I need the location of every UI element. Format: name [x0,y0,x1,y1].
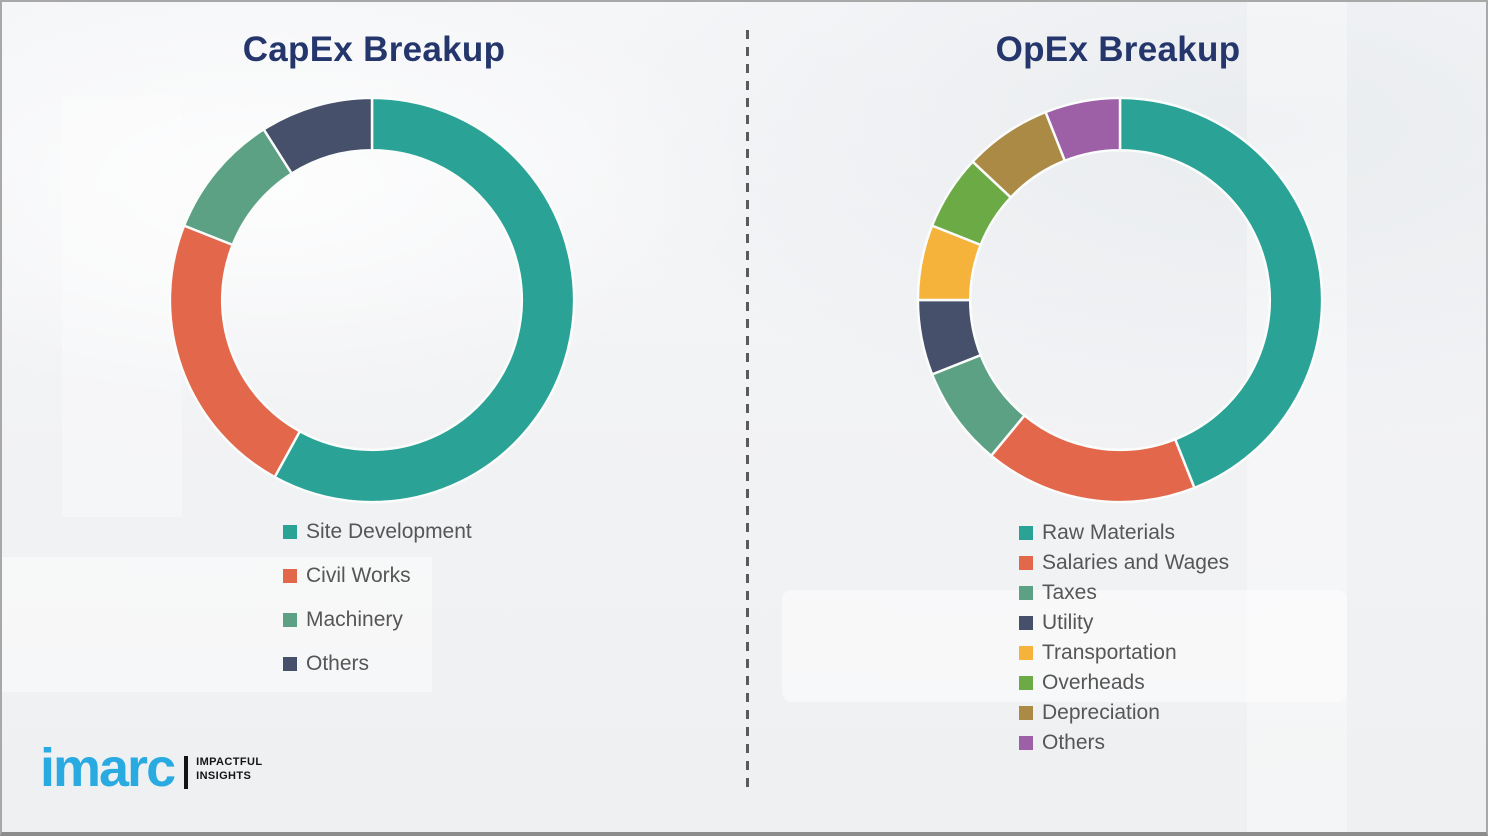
opex-donut-chart [913,93,1327,507]
legend-color-swatch [1019,646,1033,660]
legend-color-swatch [1019,736,1033,750]
legend-item: Utility [1019,608,1229,638]
legend-item: Others [283,642,472,686]
legend-color-swatch [1019,526,1033,540]
legend-color-swatch [1019,586,1033,600]
legend-label: Salaries and Wages [1042,551,1230,574]
legend-item: Raw Materials [1019,518,1229,548]
dashed-divider [746,30,749,792]
legend-color-swatch [283,569,297,583]
imarc-logo-wordmark: imarc [40,738,176,798]
legend-item: Depreciation [1019,698,1229,728]
legend-label: Raw Materials [1042,521,1176,544]
legend-label: Others [306,652,370,675]
legend-label: Transportation [1042,641,1177,664]
legend-item: Salaries and Wages [1019,548,1229,578]
legend-item: Others [1019,728,1229,758]
legend-label: Machinery [306,608,403,631]
donut-slice-others [262,96,374,175]
legend-color-swatch [1019,706,1033,720]
capex-donut-chart [165,93,579,507]
legend-color-swatch [283,657,297,671]
legend-label: Depreciation [1042,701,1160,724]
legend-item: Civil Works [283,554,472,598]
background-watermark [62,97,182,517]
legend-color-swatch [1019,556,1033,570]
donut-slice-site-development [273,96,576,504]
legend-label: Taxes [1042,581,1097,604]
imarc-logo-tagline: IMPACTFUL INSIGHTS [196,755,262,784]
legend-color-swatch [1019,676,1033,690]
donut-slice-civil-works [168,224,302,479]
logo-divider-bar [184,756,189,789]
opex-legend: Raw Materials Salaries and Wages Taxes U… [1019,518,1229,758]
opex-chart-title: OpEx Breakup [995,30,1241,69]
imarc-logo: imarc IMPACTFUL INSIGHTS [40,740,262,796]
legend-item: Overheads [1019,668,1229,698]
legend-item: Machinery [283,598,472,642]
legend-label: Site Development [306,520,472,543]
legend-color-swatch [283,525,297,539]
donut-slice-raw-materials [1118,96,1324,490]
legend-item: Site Development [283,510,472,554]
legend-item: Transportation [1019,638,1229,668]
legend-color-swatch [1019,616,1033,630]
capex-legend: Site Development Civil Works Machinery O… [283,510,472,686]
legend-item: Taxes [1019,578,1229,608]
tagline-line: IMPACTFUL [196,756,263,768]
legend-label: Overheads [1042,671,1145,694]
legend-color-swatch [283,613,297,627]
legend-label: Others [1042,731,1106,754]
donut-slice-salaries-and-wages [989,414,1196,504]
capex-chart-title: CapEx Breakup [242,30,506,69]
donut-slice-others [1044,96,1122,162]
legend-label: Utility [1042,611,1094,634]
legend-label: Civil Works [306,564,411,587]
tagline-line: INSIGHTS [196,770,252,783]
